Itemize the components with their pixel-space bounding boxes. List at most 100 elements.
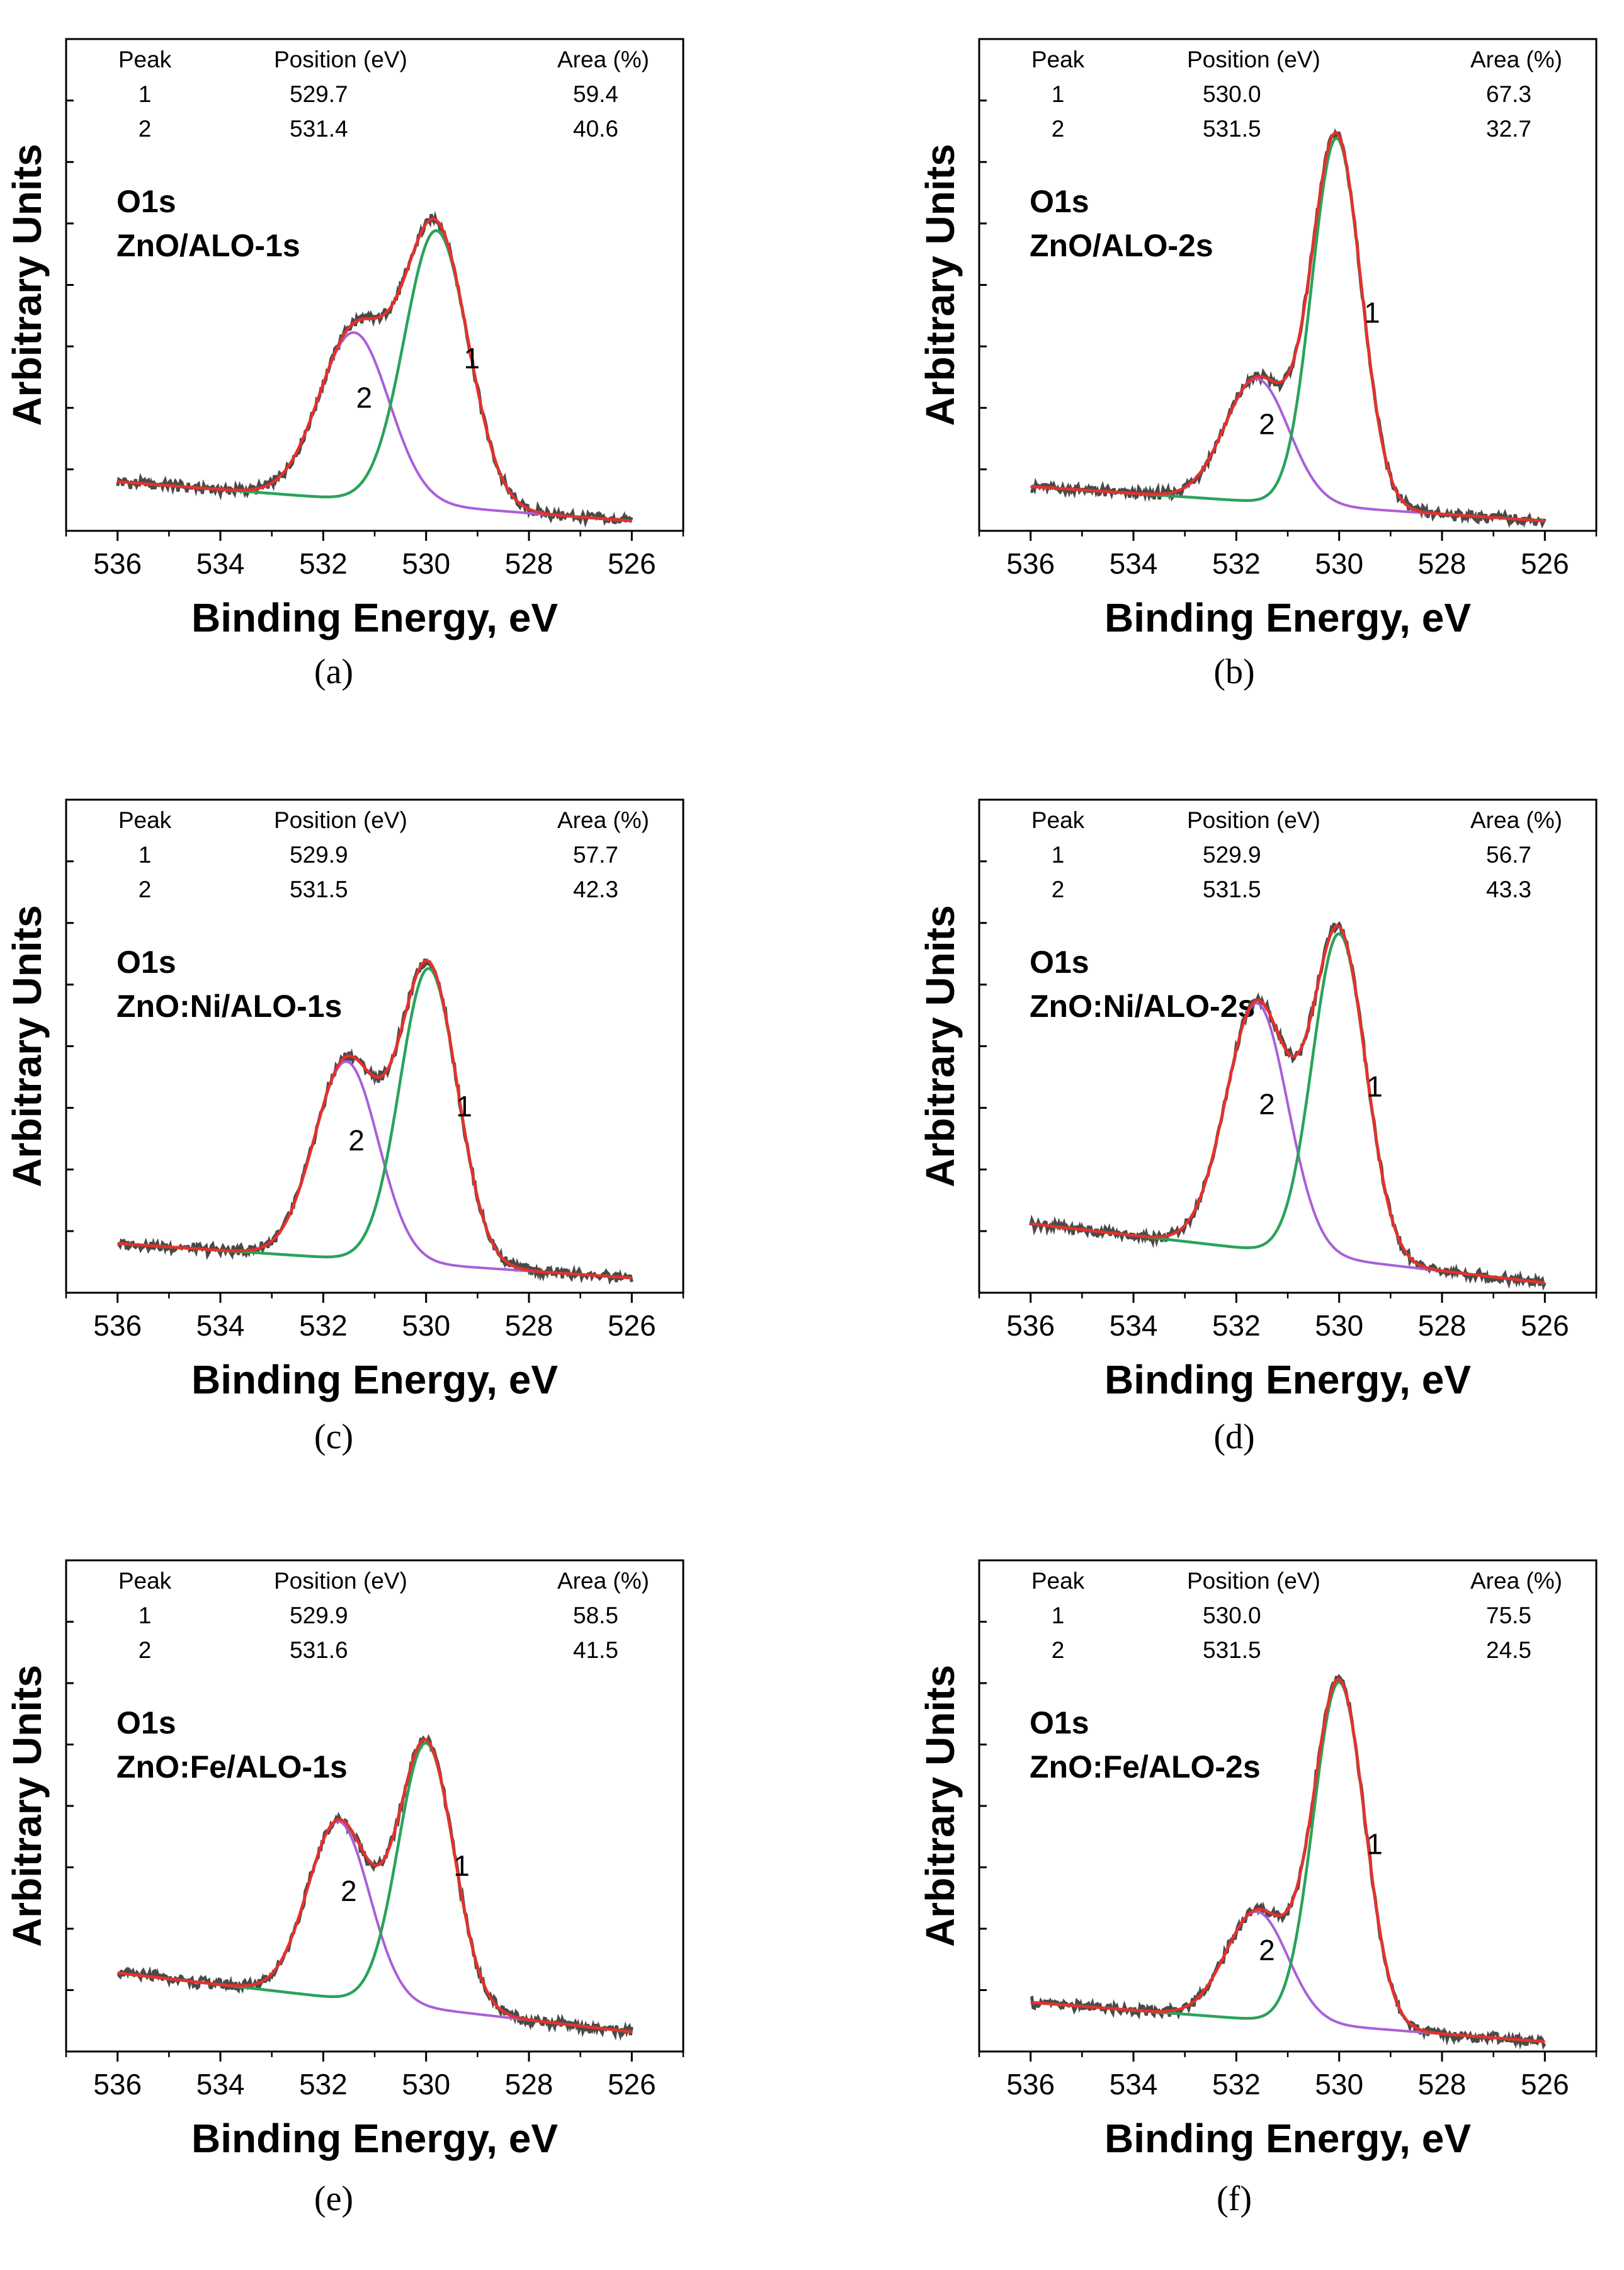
x-tick-label: 532 (299, 547, 348, 580)
sample-label: ZnO/ALO-2s (1030, 228, 1213, 263)
x-tick-label: 526 (608, 547, 656, 580)
x-axis-title: Binding Energy, eV (191, 2116, 558, 2161)
plot-frame (978, 798, 1598, 1294)
table-cell: 531.5 (1203, 1637, 1261, 1663)
chart-panel-c: 536 534 532 530 528 526 Binding Energy, eV Arbi… (4, 798, 684, 1456)
table-header: Area (%) (1470, 47, 1562, 72)
series-measured-data (1030, 1674, 1547, 2050)
series-peak-1 (117, 1741, 632, 2034)
table-header: Position (eV) (1187, 807, 1320, 833)
table-cell: 530.0 (1203, 81, 1261, 107)
x-tick-label: 530 (1315, 1309, 1363, 1342)
x-tick-label: 528 (1418, 1309, 1467, 1342)
plot-frame (65, 798, 684, 1294)
panel-caption: (a) (314, 652, 353, 691)
series-envelope-fit (117, 217, 632, 523)
table-header: Area (%) (557, 1568, 649, 1594)
x-tick-label: 526 (608, 2068, 656, 2101)
x-tick-label: 532 (1212, 547, 1261, 580)
series-peak-1 (1030, 1681, 1545, 2043)
peak-2-label: 2 (1259, 1934, 1275, 1966)
x-tick-label: 534 (1110, 547, 1158, 580)
peak-1-label: 1 (1364, 296, 1380, 329)
x-axis-title: Binding Energy, eV (1104, 1357, 1471, 1402)
sample-label: ZnO/ALO-1s (116, 228, 300, 263)
sample-label: ZnO:Ni/ALO-2s (1030, 989, 1255, 1024)
peak-1-label: 1 (456, 1090, 472, 1123)
peak-1-label: 1 (453, 1849, 470, 1882)
table-header: Position (eV) (274, 47, 407, 72)
panel-caption: (d) (1213, 1417, 1254, 1456)
x-tick-label: 526 (1521, 547, 1569, 580)
table-cell: 57.7 (573, 842, 618, 868)
core-level-label: O1s (116, 945, 176, 980)
core-level-label: O1s (1030, 184, 1089, 219)
x-tick-label: 536 (1006, 1309, 1055, 1342)
table-header: Peak (1031, 47, 1085, 72)
x-tick-label: 532 (299, 1309, 348, 1342)
peak-2-label: 2 (356, 382, 372, 414)
y-axis-title: Arbitrary Units (4, 144, 50, 426)
x-tick-label: 536 (93, 2068, 142, 2101)
peak-2-label: 2 (1259, 407, 1275, 440)
panel-caption: (e) (314, 2179, 353, 2218)
panel-caption: (f) (1217, 2179, 1252, 2218)
x-tick-label: 534 (196, 547, 245, 580)
table-cell: 32.7 (1486, 116, 1531, 142)
table-cell: 529.9 (290, 1603, 348, 1628)
y-axis-title: Arbitrary Units (917, 1665, 963, 1947)
table-header: Position (eV) (1187, 1568, 1320, 1594)
series-envelope-fit (1030, 924, 1545, 1285)
table-cell: 1 (139, 81, 152, 107)
table-cell: 40.6 (573, 116, 618, 142)
x-tick-label: 530 (402, 547, 450, 580)
series-envelope-fit (117, 1738, 632, 2034)
x-axis-title: Binding Energy, eV (1104, 595, 1471, 640)
series-peak-2 (117, 1820, 632, 2033)
table-header: Peak (118, 1568, 172, 1594)
table-cell: 43.3 (1486, 877, 1531, 902)
table-cell: 59.4 (573, 81, 618, 107)
chart-panel-d: 536 534 532 530 528 526 Binding Energy, eV Arbi… (917, 798, 1598, 1456)
peak-1-label: 1 (1366, 1827, 1383, 1860)
x-tick-label: 534 (196, 2068, 245, 2101)
x-tick-label: 530 (1315, 547, 1363, 580)
x-tick-label: 530 (402, 1309, 450, 1342)
table-cell: 1 (139, 842, 152, 868)
chart-panel-a: 536 534 532 530 528 526 Binding Energy, eV Arbi… (4, 38, 684, 691)
table-cell: 75.5 (1486, 1603, 1531, 1628)
panel-caption: (b) (1213, 652, 1254, 691)
table-cell: 1 (1052, 81, 1065, 107)
series-peak-2 (1030, 1002, 1545, 1285)
table-cell: 2 (139, 877, 152, 902)
x-tick-label: 528 (1418, 2068, 1467, 2101)
x-axis-title: Binding Energy, eV (191, 595, 558, 640)
core-level-label: O1s (116, 1705, 176, 1740)
table-cell: 41.5 (573, 1637, 618, 1663)
core-level-label: O1s (1030, 1705, 1089, 1740)
table-header: Area (%) (1470, 807, 1562, 833)
table-cell: 2 (139, 1637, 152, 1663)
table-header: Peak (1031, 1568, 1085, 1594)
sample-label: ZnO:Ni/ALO-1s (116, 989, 342, 1024)
x-tick-label: 534 (1110, 1309, 1158, 1342)
series-envelope-fit (1030, 1677, 1545, 2043)
x-tick-label: 536 (1006, 547, 1055, 580)
core-level-label: O1s (116, 184, 176, 219)
x-tick-label: 528 (505, 1309, 554, 1342)
series-peak-1 (117, 229, 632, 523)
peak-1-label: 1 (464, 342, 480, 375)
sample-label: ZnO:Fe/ALO-1s (116, 1749, 348, 1785)
table-cell: 530.0 (1203, 1603, 1261, 1628)
series-envelope-fit (117, 959, 632, 1280)
y-axis-title: Arbitrary Units (917, 144, 963, 426)
x-tick-label: 532 (1212, 1309, 1261, 1342)
x-tick-label: 526 (608, 1309, 656, 1342)
table-cell: 2 (1052, 1637, 1065, 1663)
x-tick-label: 528 (505, 2068, 554, 2101)
chart-panel-f: 536 534 532 530 528 526 Binding Energy, eV Arbi… (917, 1559, 1598, 2218)
table-cell: 531.4 (290, 116, 348, 142)
table-cell: 67.3 (1486, 81, 1531, 107)
peak-2-label: 2 (341, 1875, 357, 1907)
